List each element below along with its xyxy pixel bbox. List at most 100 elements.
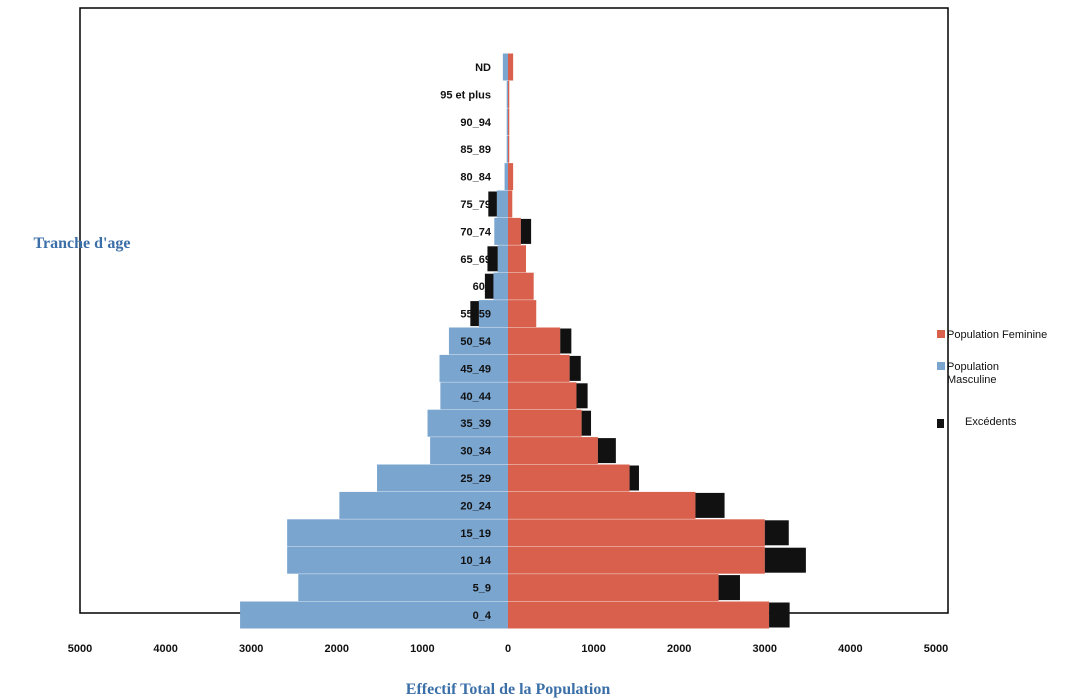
bar-female-95-et-plus xyxy=(508,80,510,108)
age-label-75_79: 75_79 xyxy=(460,199,491,211)
legend-label-male: Population Masculine xyxy=(947,361,999,386)
bar-male-10_14 xyxy=(287,546,508,574)
age-label-35_39: 35_39 xyxy=(460,418,491,430)
bar-male-70_74 xyxy=(494,217,508,245)
bar-excess-40_44 xyxy=(576,383,588,409)
bar-male-ND xyxy=(502,53,508,81)
age-label-10_14: 10_14 xyxy=(460,555,491,567)
bar-female-60_64 xyxy=(508,272,534,300)
bar-male-15_19 xyxy=(287,519,508,547)
bar-excess-0_4 xyxy=(769,602,790,628)
x-tick-label: 4000 xyxy=(153,643,177,655)
bar-male-0_4 xyxy=(240,601,508,629)
age-label-50_54: 50_54 xyxy=(460,336,491,348)
bar-male-30_34 xyxy=(430,437,508,465)
bar-female-20_24 xyxy=(508,491,696,519)
legend-label-female: Population Feminine xyxy=(947,329,1047,341)
bar-excess-35_39 xyxy=(581,410,592,436)
bar-male-5_9 xyxy=(298,574,508,602)
age-label-95-et-plus: 95 et plus xyxy=(440,89,491,101)
x-tick-label: 5000 xyxy=(68,643,92,655)
bar-excess-65_69 xyxy=(487,246,498,272)
bar-female-25_29 xyxy=(508,464,630,492)
bar-female-75_79 xyxy=(508,190,513,218)
bar-male-55_59 xyxy=(478,300,508,328)
legend-swatch-male xyxy=(937,362,945,370)
age-label-80_84: 80_84 xyxy=(460,172,491,184)
bar-female-40_44 xyxy=(508,382,577,410)
x-tick-label: 1000 xyxy=(410,643,434,655)
bar-male-25_29 xyxy=(377,464,508,492)
x-tick-label: 3000 xyxy=(239,643,263,655)
bar-excess-50_54 xyxy=(560,328,572,354)
x-tick-label: 5000 xyxy=(924,643,948,655)
x-tick-label: 3000 xyxy=(753,643,777,655)
bar-female-85_89 xyxy=(508,135,510,163)
x-tick-label: 2000 xyxy=(325,643,349,655)
bar-excess-70_74 xyxy=(520,218,532,244)
bar-male-40_44 xyxy=(440,382,508,410)
bar-female-10_14 xyxy=(508,546,765,574)
bar-male-50_54 xyxy=(448,327,508,355)
bar-excess-20_24 xyxy=(695,492,725,518)
bar-female-5_9 xyxy=(508,574,719,602)
bar-excess-15_19 xyxy=(764,520,789,546)
age-label-25_29: 25_29 xyxy=(460,473,491,485)
age-label-30_34: 30_34 xyxy=(460,446,491,458)
bar-female-45_49 xyxy=(508,354,570,382)
bar-male-60_64 xyxy=(493,272,508,300)
age-label-55_59: 55_59 xyxy=(460,309,491,321)
legend-swatch-female xyxy=(937,330,945,338)
bar-male-35_39 xyxy=(427,409,508,437)
x-tick-label: 2000 xyxy=(667,643,691,655)
bar-female-65_69 xyxy=(508,245,526,273)
bar-excess-45_49 xyxy=(569,355,581,381)
age-label-70_74: 70_74 xyxy=(460,226,491,238)
x-tick-labels-group: 5000 4000 3000 2000 1000 0 1000 2000 3000 4000 500… xyxy=(68,643,948,655)
bar-female-55_59 xyxy=(508,300,537,328)
bar-male-75_79 xyxy=(496,190,508,218)
bar-excess-75_79 xyxy=(488,191,497,217)
bar-female-0_4 xyxy=(508,601,770,629)
bar-male-65_69 xyxy=(497,245,508,273)
age-label-15_19: 15_19 xyxy=(460,528,491,540)
age-label-90_94: 90_94 xyxy=(460,117,491,129)
age-label-5_9: 5_9 xyxy=(473,583,491,595)
x-tick-label: 0 xyxy=(505,643,511,655)
bar-excess-5_9 xyxy=(718,575,740,601)
y-axis-title: Tranche d'age xyxy=(33,235,130,252)
age-label-85_89: 85_89 xyxy=(460,144,491,156)
bar-male-20_24 xyxy=(339,491,508,519)
age-label-60_64: 60_ xyxy=(473,281,492,293)
bar-female-35_39 xyxy=(508,409,582,437)
x-axis-title: Effectif Total de la Population xyxy=(406,681,611,698)
bar-excess-10_14 xyxy=(764,547,806,573)
bar-female-15_19 xyxy=(508,519,765,547)
bars-group xyxy=(240,53,806,629)
age-label-40_44: 40_44 xyxy=(460,391,491,403)
legend-swatch-excess xyxy=(937,419,944,428)
bar-female-80_84 xyxy=(508,163,514,191)
bar-excess-25_29 xyxy=(629,465,639,491)
age-label-65_69: 65_69 xyxy=(460,254,491,266)
age-label-45_49: 45_49 xyxy=(460,363,491,375)
bar-male-95-et-plus xyxy=(506,80,508,108)
bar-female-50_54 xyxy=(508,327,561,355)
x-tick-label: 4000 xyxy=(838,643,862,655)
bar-female-70_74 xyxy=(508,217,521,245)
bar-female-30_34 xyxy=(508,437,598,465)
legend-label-excess: Excédents xyxy=(965,416,1017,428)
age-labels-group: 0_4 5_9 10_14 15_19 20_24 25_29 30_34 35_39 40_4… xyxy=(440,62,492,622)
x-tick-label: 1000 xyxy=(581,643,605,655)
bar-male-45_49 xyxy=(439,354,508,382)
bar-excess-30_34 xyxy=(597,438,616,464)
bar-male-90_94 xyxy=(506,108,508,136)
bar-male-80_84 xyxy=(504,163,508,191)
age-label-0_4: 0_4 xyxy=(473,610,492,622)
bar-excess-60_64 xyxy=(484,273,494,299)
age-label-ND: ND xyxy=(475,62,491,74)
legend: Population Feminine Population Masculine … xyxy=(937,329,1047,428)
bar-male-85_89 xyxy=(506,135,508,163)
age-label-20_24: 20_24 xyxy=(460,500,491,512)
